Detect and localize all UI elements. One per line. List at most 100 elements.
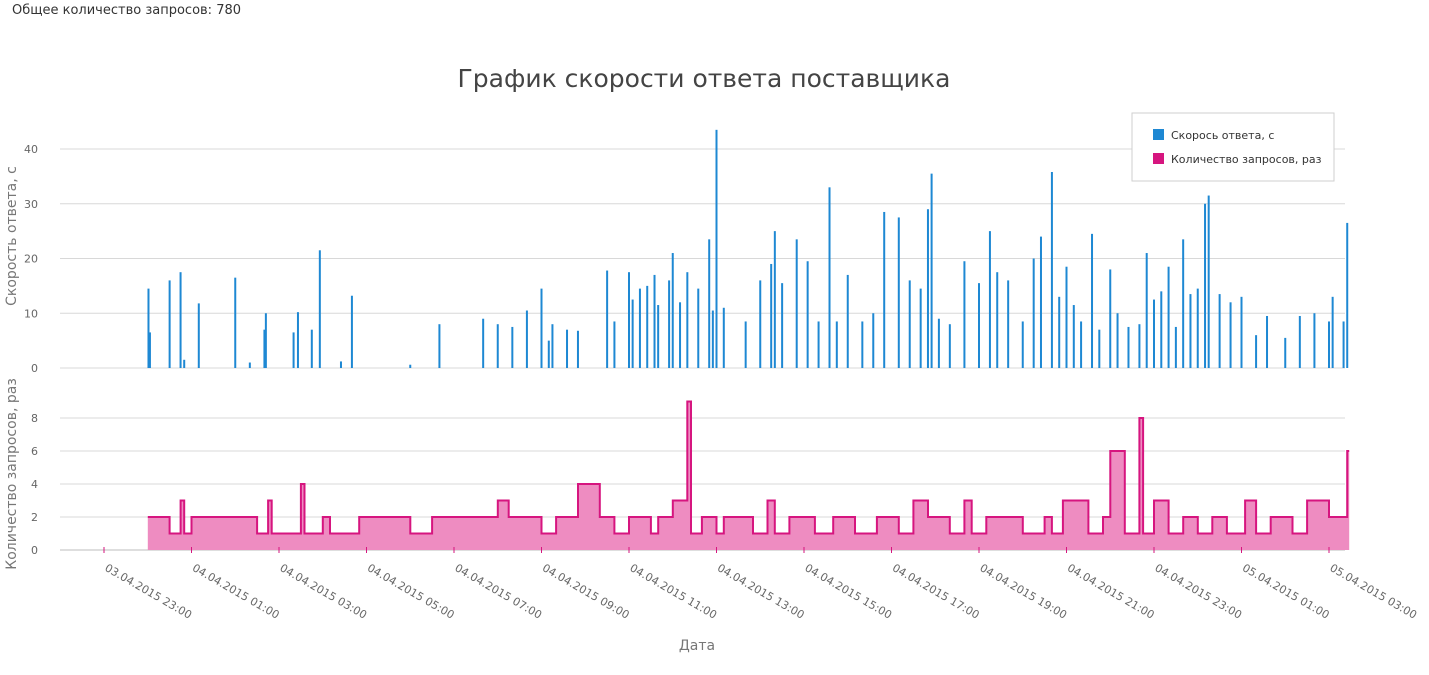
speed-bar — [631, 299, 634, 368]
speed-bar — [1313, 313, 1316, 368]
y-tick-label-speed: 0 — [31, 362, 38, 375]
speed-bar — [883, 211, 886, 368]
y-tick-label-speed: 30 — [24, 198, 38, 211]
y-axis-title-count: Количество запросов, раз — [4, 378, 20, 570]
x-tick-label: 04.04.2015 01:00 — [190, 561, 282, 621]
speed-bar — [1138, 324, 1141, 368]
speed-bar — [1098, 329, 1101, 368]
speed-bar — [296, 312, 299, 368]
x-axis-title: Дата — [679, 638, 715, 654]
speed-bar — [263, 329, 266, 368]
speed-bar — [646, 285, 649, 368]
speed-bar — [482, 318, 485, 368]
speed-bar — [1207, 195, 1210, 368]
y-tick-label-count: 8 — [31, 412, 38, 425]
speed-bar — [926, 209, 929, 368]
speed-bar — [310, 329, 313, 368]
speed-bar — [963, 261, 966, 368]
speed-bar — [148, 332, 151, 368]
speed-bar — [1266, 315, 1269, 368]
y-tick-label-count: 6 — [31, 445, 38, 458]
x-tick-label: 04.04.2015 11:00 — [628, 561, 720, 621]
speed-bar — [930, 173, 933, 368]
speed-bar — [1116, 313, 1119, 368]
speed-bar — [1032, 258, 1035, 368]
speed-bar — [350, 295, 353, 368]
speed-bar — [1218, 294, 1221, 368]
speed-bar — [657, 305, 660, 368]
legend-entry-speed[interactable]: Скорось ответа, с — [1171, 129, 1274, 142]
speed-bar — [908, 280, 911, 368]
y-axis-title-speed: Скорость ответа, с — [4, 166, 20, 306]
speed-bar — [248, 362, 251, 368]
speed-bar — [547, 340, 550, 368]
speed-bar — [1065, 266, 1068, 368]
speed-bar — [861, 321, 864, 368]
count-area — [147, 400, 1350, 550]
speed-bar — [628, 272, 630, 368]
speed-bar — [566, 329, 569, 368]
x-tick-label: 05.04.2015 01:00 — [1240, 561, 1332, 621]
speed-bar — [988, 231, 991, 368]
y-tick-label-count: 4 — [31, 478, 38, 491]
speed-bar — [835, 321, 838, 368]
x-tick-label: 04.04.2015 13:00 — [715, 561, 807, 621]
speed-bar — [168, 280, 171, 368]
speed-bar — [1284, 337, 1287, 368]
speed-bar — [1153, 299, 1155, 368]
speed-bar — [1229, 302, 1232, 368]
speed-bar — [686, 272, 689, 368]
speed-bar — [1072, 305, 1075, 368]
speed-bar — [613, 321, 616, 368]
speed-bar — [525, 310, 528, 368]
speed-bar — [715, 129, 718, 368]
speed-bar — [1204, 203, 1207, 368]
speed-bar — [795, 239, 798, 368]
speed-bar — [1174, 326, 1177, 368]
speed-bar — [1255, 335, 1258, 368]
x-tick-label: 05.04.2015 03:00 — [1328, 561, 1420, 621]
speed-bar — [339, 361, 342, 368]
speed-bar — [1127, 326, 1130, 368]
top-panel-grid: 0 10 20 30 40 — [24, 143, 1345, 375]
speed-bar — [817, 321, 820, 368]
speed-bar — [653, 274, 656, 368]
speed-bar — [540, 288, 543, 368]
x-tick-label: 04.04.2015 17:00 — [890, 561, 982, 621]
speed-bar — [1080, 321, 1083, 368]
speed-bar — [1160, 291, 1163, 368]
x-tick-label: 04.04.2015 03:00 — [278, 561, 370, 621]
x-tick-label: 04.04.2015 19:00 — [978, 561, 1070, 621]
speed-bar — [234, 277, 237, 368]
legend-swatch-count — [1153, 153, 1164, 164]
speed-bar — [996, 272, 999, 368]
speed-bar — [179, 272, 182, 368]
speed-bar — [511, 326, 514, 368]
speed-bar — [638, 288, 641, 368]
speed-bar — [197, 303, 200, 368]
total-requests-value: 780 — [216, 3, 242, 18]
y-tick-label-speed: 40 — [24, 143, 38, 156]
x-tick-label: 03.04.2015 23:00 — [103, 561, 195, 621]
speed-bar — [1328, 321, 1330, 368]
speed-bar — [919, 288, 922, 368]
speed-bar — [773, 231, 776, 368]
speed-bar — [978, 283, 980, 368]
speed-bar — [806, 261, 809, 368]
speed-bar — [318, 250, 321, 368]
speed-bar — [409, 364, 412, 368]
speed-bar — [1091, 233, 1094, 368]
speed-bar — [183, 359, 186, 368]
speed-bar — [551, 324, 554, 368]
legend-entry-count[interactable]: Количество запросов, раз — [1171, 153, 1322, 166]
speed-bar — [668, 280, 671, 368]
speed-bar — [1196, 288, 1199, 368]
speed-bar — [722, 307, 725, 368]
speed-bar — [1331, 296, 1334, 368]
speed-bar — [1182, 239, 1185, 368]
x-tick-label: 04.04.2015 07:00 — [453, 561, 545, 621]
speed-bar — [828, 187, 831, 368]
speed-bar — [1007, 280, 1010, 368]
speed-bar — [1039, 236, 1042, 368]
